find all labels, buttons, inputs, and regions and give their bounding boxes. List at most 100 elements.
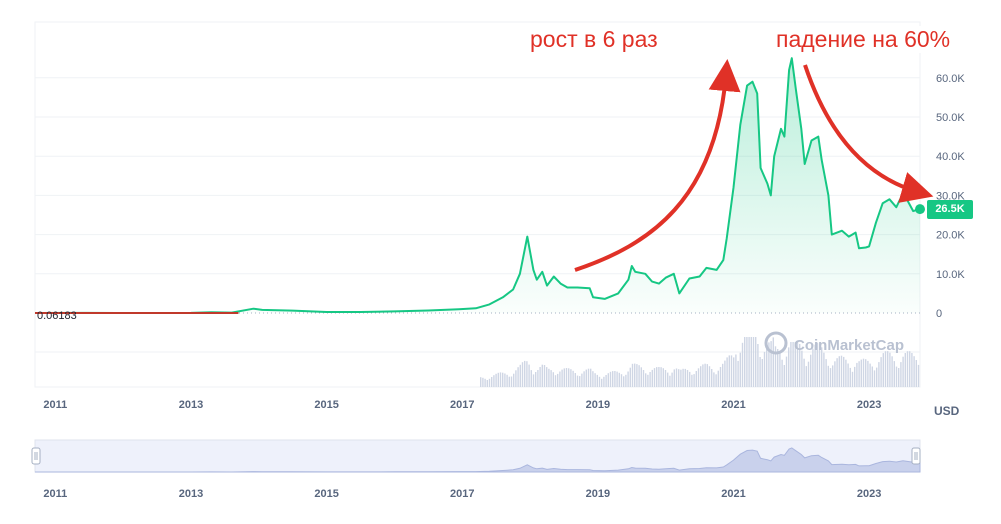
volume-bar [761, 359, 763, 387]
volume-bar [651, 369, 653, 387]
volume-bar [722, 363, 724, 387]
volume-bar [530, 370, 532, 387]
x-tick-label: 2013 [179, 399, 203, 411]
volume-bar [895, 366, 898, 387]
volume-bar [766, 346, 768, 387]
y-tick-label: 0 [936, 308, 942, 320]
volume-bar [746, 337, 748, 387]
volume-bar [537, 370, 539, 387]
volume-bar [519, 364, 521, 387]
volume-bar [675, 368, 678, 387]
volume-bar [790, 342, 792, 387]
volume-bar [603, 376, 605, 387]
volume-bar [491, 377, 493, 387]
volume-bar [708, 366, 711, 387]
volume-bar [801, 350, 803, 387]
volume-bar [763, 351, 766, 387]
volume-bar [691, 374, 693, 387]
volume-bar [838, 356, 840, 387]
volume-bar [649, 372, 651, 387]
volume-bars [480, 337, 920, 387]
volume-bar [510, 376, 513, 387]
growth-arrow [574, 59, 741, 272]
x-tick-label: 2023 [857, 399, 881, 411]
volume-bar [638, 365, 640, 387]
volume-bar [541, 364, 543, 387]
annotation-arrows [574, 59, 934, 272]
volume-bar [878, 362, 880, 387]
navigator-x-tick-label: 2015 [314, 488, 338, 500]
volume-bar [796, 342, 799, 387]
volume-bar [662, 368, 664, 387]
volume-bar [557, 373, 559, 387]
volume-bar [636, 364, 638, 387]
volume-bar [785, 356, 788, 387]
growth-annotation: рост в 6 раз [524, 26, 664, 53]
volume-bar [898, 368, 900, 387]
volume-bar [777, 349, 779, 387]
navigator-x-tick-label: 2019 [586, 488, 610, 500]
y-tick-label: 40.0K [936, 151, 965, 163]
navigator[interactable] [31, 439, 921, 473]
volume-bar [856, 362, 858, 387]
navigator-handle-right[interactable] [911, 447, 921, 465]
volume-bar [521, 362, 524, 387]
axis-labels: 0 10.0K 20.0K 30.0K 40.0K 50.0K 60.0K 0.06183 20… [37, 73, 965, 500]
y-tick-label: 50.0K [936, 112, 965, 124]
volume-bar [532, 374, 535, 387]
volume-bar [862, 358, 865, 387]
volume-bar [680, 369, 682, 387]
volume-bar [728, 355, 730, 387]
y-tick-label: 20.0K [936, 230, 965, 242]
volume-bar [807, 361, 810, 387]
volume-bar [524, 360, 526, 387]
watermark: CoinMarketCap [764, 331, 904, 355]
volume-bar [612, 371, 614, 387]
volume-bar [605, 375, 607, 387]
volume-bar [812, 348, 814, 387]
y-tick-label: 30.0K [936, 190, 965, 202]
volume-bar [587, 368, 590, 387]
volume-bar [834, 361, 836, 387]
volume-bar [821, 347, 823, 387]
volume-bar [915, 360, 917, 387]
volume-bar [873, 370, 876, 387]
volume-bar [871, 366, 873, 387]
volume-bar [497, 372, 499, 387]
last-point-marker [915, 204, 925, 215]
y-tick-label: 10.0K [936, 269, 965, 281]
volume-bar [810, 354, 812, 387]
volume-bar [627, 371, 629, 387]
volume-bar [488, 378, 491, 387]
volume-bar [719, 367, 722, 387]
volume-bar [865, 359, 867, 387]
navigator-x-tick-label: 2017 [450, 488, 474, 500]
current-price-badge: 26.5K [927, 200, 973, 219]
volume-bar [484, 378, 486, 387]
volume-bar [596, 374, 598, 387]
volume-bar [726, 357, 728, 387]
volume-bar [645, 373, 647, 387]
y-tick-label: 60.0K [936, 73, 965, 85]
navigator-handle-left[interactable] [31, 447, 41, 465]
volume-bar [715, 374, 717, 387]
volume-bar [713, 372, 715, 387]
volume-bar [656, 367, 658, 387]
volume-bar [733, 357, 735, 387]
volume-bar [647, 374, 649, 387]
volume-bar [836, 358, 838, 387]
volume-bar [755, 337, 757, 387]
volume-bar [568, 368, 570, 387]
volume-bar [702, 364, 704, 387]
volume-bar [735, 354, 737, 387]
navigator-x-tick-label: 2013 [179, 488, 203, 500]
volume-bar [814, 344, 816, 387]
volume-bar [528, 364, 530, 387]
volume-bar [634, 363, 636, 387]
volume-bar [832, 365, 834, 387]
volume-bar [770, 341, 772, 387]
volume-bar [759, 357, 761, 387]
volume-bar [869, 363, 871, 387]
volume-bar [851, 371, 854, 387]
